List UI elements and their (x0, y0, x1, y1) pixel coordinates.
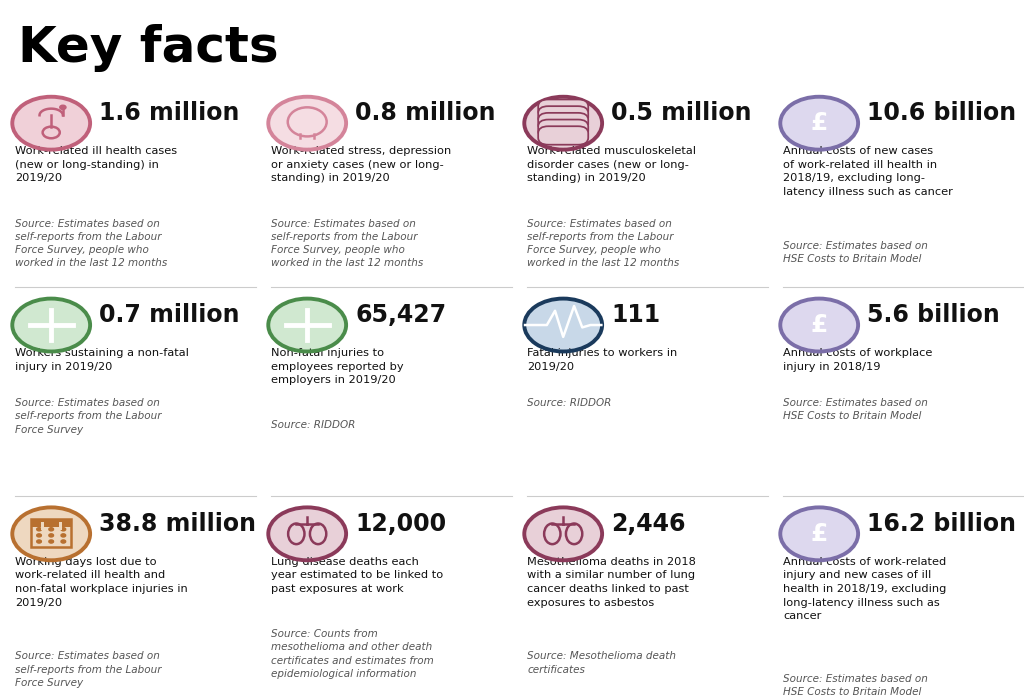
Text: Lung disease deaths each
year estimated to be linked to
past exposures at work: Lung disease deaths each year estimated … (271, 557, 443, 594)
Text: Source: RIDDOR: Source: RIDDOR (271, 420, 355, 430)
Text: 12,000: 12,000 (355, 512, 446, 536)
Text: 111: 111 (611, 303, 660, 327)
FancyBboxPatch shape (31, 519, 72, 547)
Circle shape (524, 507, 602, 560)
Text: 65,427: 65,427 (355, 303, 446, 327)
Circle shape (49, 528, 53, 531)
Circle shape (12, 299, 90, 351)
Text: Source: Estimates based on
self-reports from the Labour
Force Survey: Source: Estimates based on self-reports … (15, 398, 162, 434)
FancyBboxPatch shape (539, 126, 588, 145)
Text: Source: Estimates based on
self-reports from the Labour
Force Survey: Source: Estimates based on self-reports … (15, 651, 162, 688)
Text: Key facts: Key facts (18, 24, 280, 72)
Text: 0.7 million: 0.7 million (99, 303, 240, 327)
Text: 5.6 billion: 5.6 billion (867, 303, 1000, 327)
Circle shape (37, 528, 41, 531)
Circle shape (524, 299, 602, 351)
FancyBboxPatch shape (539, 100, 588, 118)
Text: 0.5 million: 0.5 million (611, 102, 752, 125)
Text: 2,446: 2,446 (611, 512, 686, 536)
Text: Source: Estimates based on
HSE Costs to Britain Model: Source: Estimates based on HSE Costs to … (783, 674, 928, 696)
Circle shape (780, 507, 858, 560)
Circle shape (268, 507, 346, 560)
Circle shape (59, 105, 66, 109)
FancyBboxPatch shape (31, 519, 72, 527)
FancyBboxPatch shape (539, 113, 588, 132)
Circle shape (49, 540, 53, 543)
Text: 0.8 million: 0.8 million (355, 102, 496, 125)
Circle shape (61, 528, 66, 531)
Text: Source: Mesothelioma death
certificates: Source: Mesothelioma death certificates (527, 651, 677, 674)
Circle shape (780, 97, 858, 150)
Text: Source: Estimates based on
HSE Costs to Britain Model: Source: Estimates based on HSE Costs to … (783, 398, 928, 421)
Circle shape (61, 534, 66, 537)
Circle shape (37, 540, 41, 543)
Text: Source: Counts from
mesothelioma and other death
certificates and estimates from: Source: Counts from mesothelioma and oth… (271, 629, 434, 679)
Text: Work-related ill health cases
(new or long-standing) in
2019/20: Work-related ill health cases (new or lo… (15, 146, 177, 183)
Circle shape (268, 299, 346, 351)
Text: Work-related musculoskeletal
disorder cases (new or long-
standing) in 2019/20: Work-related musculoskeletal disorder ca… (527, 146, 696, 183)
FancyBboxPatch shape (539, 106, 588, 125)
Text: Annual costs of new cases
of work-related ill health in
2018/19, excluding long-: Annual costs of new cases of work-relate… (783, 146, 953, 197)
Text: 16.2 billion: 16.2 billion (867, 512, 1017, 536)
Text: 10.6 billion: 10.6 billion (867, 102, 1017, 125)
Circle shape (524, 97, 602, 150)
Text: Annual costs of workplace
injury in 2018/19: Annual costs of workplace injury in 2018… (783, 348, 933, 372)
Text: 38.8 million: 38.8 million (99, 512, 256, 536)
Text: 1.6 million: 1.6 million (99, 102, 240, 125)
Text: Mesothelioma deaths in 2018
with a similar number of lung
cancer deaths linked t: Mesothelioma deaths in 2018 with a simil… (527, 557, 696, 608)
Text: Source: Estimates based on
self-reports from the Labour
Force Survey, people who: Source: Estimates based on self-reports … (527, 219, 680, 268)
Circle shape (268, 97, 346, 150)
Text: £: £ (811, 111, 827, 135)
Text: Source: RIDDOR: Source: RIDDOR (527, 398, 611, 408)
Circle shape (49, 534, 53, 537)
Text: Fatal injuries to workers in
2019/20: Fatal injuries to workers in 2019/20 (527, 348, 678, 372)
Text: Source: Estimates based on
self-reports from the Labour
Force Survey, people who: Source: Estimates based on self-reports … (15, 219, 168, 268)
Circle shape (61, 540, 66, 543)
Text: Source: Estimates based on
HSE Costs to Britain Model: Source: Estimates based on HSE Costs to … (783, 241, 928, 264)
Text: Working days lost due to
work-related ill health and
non-fatal workplace injurie: Working days lost due to work-related il… (15, 557, 188, 608)
Text: Work-related stress, depression
or anxiety cases (new or long-
standing) in 2019: Work-related stress, depression or anxie… (271, 146, 452, 183)
Circle shape (780, 299, 858, 351)
Circle shape (12, 97, 90, 150)
Circle shape (12, 507, 90, 560)
Circle shape (37, 534, 41, 537)
Text: £: £ (811, 313, 827, 337)
Text: £: £ (811, 522, 827, 546)
Text: Source: Estimates based on
self-reports from the Labour
Force Survey, people who: Source: Estimates based on self-reports … (271, 219, 424, 268)
Text: Annual costs of work-related
injury and new cases of ill
health in 2018/19, excl: Annual costs of work-related injury and … (783, 557, 947, 622)
Text: Workers sustaining a non-fatal
injury in 2019/20: Workers sustaining a non-fatal injury in… (15, 348, 189, 372)
FancyBboxPatch shape (539, 120, 588, 138)
Text: Non-fatal injuries to
employees reported by
employers in 2019/20: Non-fatal injuries to employees reported… (271, 348, 404, 385)
